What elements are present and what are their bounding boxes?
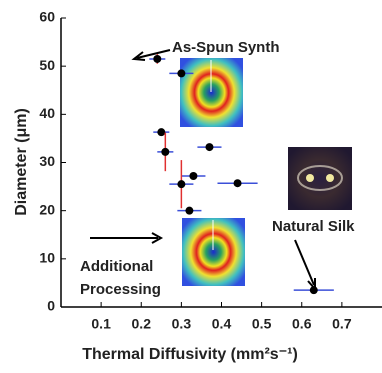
x-tick-label: 0.6 (292, 316, 312, 332)
annotation: Natural Silk (272, 218, 355, 235)
point (157, 128, 165, 136)
point (177, 69, 185, 77)
chart: Thermal Diffusivity (mm²s⁻¹) Diameter (μ… (0, 0, 382, 368)
y-tick-label: 10 (39, 250, 55, 266)
point (161, 148, 169, 156)
x-tick-label: 0.2 (132, 316, 152, 332)
x-tick-label: 0.7 (332, 316, 352, 332)
y-tick-label: 50 (39, 57, 55, 73)
point (153, 55, 161, 63)
annotation: As-Spun Synth (172, 39, 280, 56)
point (177, 180, 185, 188)
y-tick-label: 20 (39, 201, 55, 217)
diffraction-image (180, 58, 352, 286)
x-tick-label: 0.1 (91, 316, 111, 332)
annotation: Additional (80, 258, 153, 275)
y-tick-label: 40 (39, 105, 55, 121)
y-tick-label: 0 (47, 298, 55, 314)
x-tick-label: 0.4 (212, 316, 232, 332)
point (185, 207, 193, 215)
y-tick-label: 60 (39, 9, 55, 25)
point (205, 143, 213, 151)
x-tick-label: 0.3 (172, 316, 192, 332)
point (189, 172, 197, 180)
y-axis-label: Diameter (μm) (13, 108, 30, 216)
x-tick-label: 0.5 (252, 316, 272, 332)
point (234, 179, 242, 187)
x-axis-label: Thermal Diffusivity (mm²s⁻¹) (82, 346, 298, 363)
y-tick-label: 30 (39, 153, 55, 169)
point (310, 286, 318, 294)
annotation: Processing (80, 281, 161, 298)
